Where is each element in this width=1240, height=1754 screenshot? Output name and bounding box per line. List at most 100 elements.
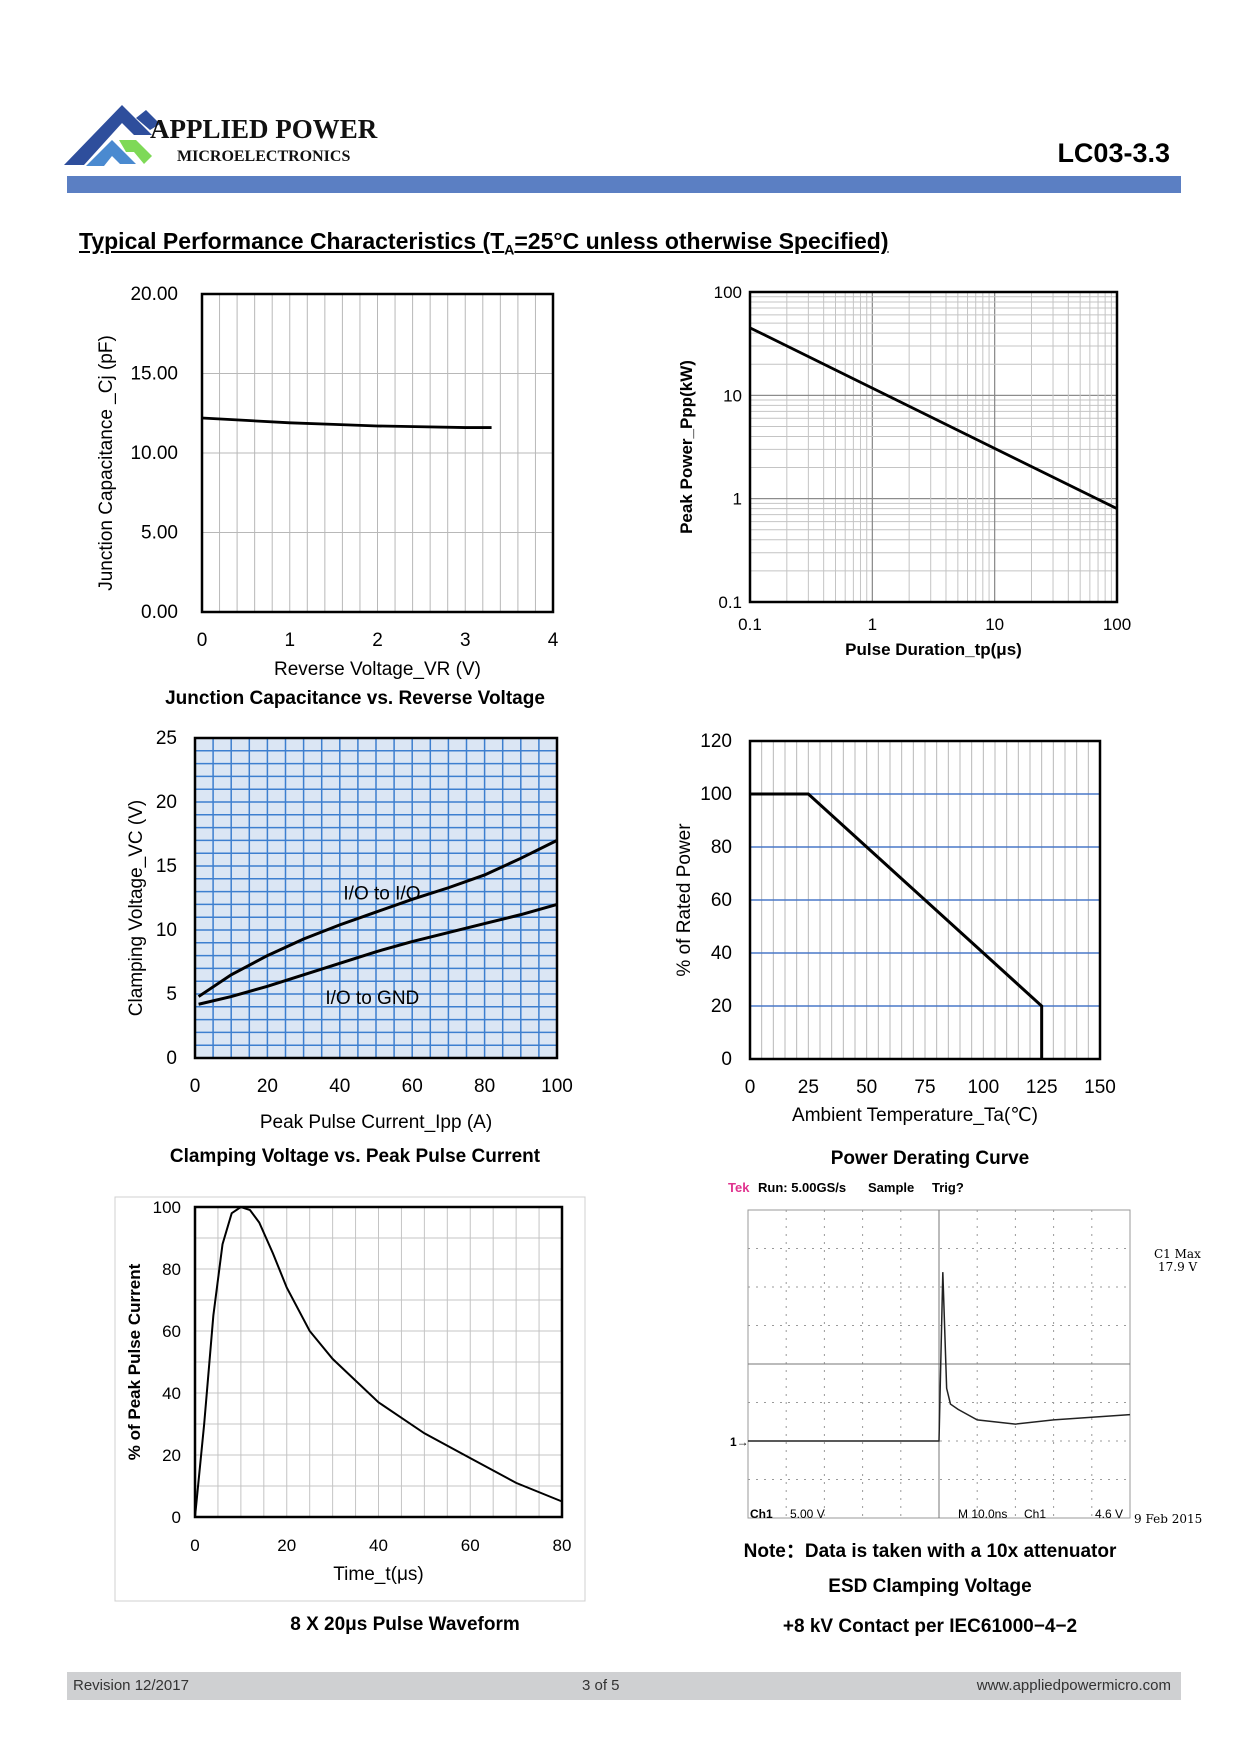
series-line-cj: [201, 416, 492, 429]
y-tick-label: 80: [711, 837, 732, 858]
x-axis-label: Time_t(μs): [333, 1564, 423, 1585]
x-tick-label: 3: [460, 630, 471, 651]
section-title-pre: Typical Performance Characteristics (T: [79, 228, 505, 254]
x-tick-label: 75: [914, 1077, 935, 1098]
plot-frame: [748, 290, 1119, 604]
x-tick-label: 100: [1103, 615, 1131, 634]
x-tick-label: 0.1: [738, 615, 762, 634]
y-tick-label: 0.00: [141, 602, 178, 623]
plot-frame: [748, 739, 1102, 1061]
logo-mark: [64, 105, 160, 166]
logo-text-line2: MICROELECTRONICS: [177, 148, 351, 165]
esd-note: Note：Data is taken with a 10x attenuator: [743, 1541, 1117, 1562]
y-tick-label: 20.00: [130, 284, 178, 305]
y-tick-label: 0: [721, 1049, 732, 1070]
x-axis-label: Peak Pulse Current_Ipp (A): [260, 1112, 492, 1133]
x-tick-label: 40: [329, 1076, 350, 1097]
caption-power-derating: Power Derating Curve: [830, 1148, 1030, 1169]
x-tick-label: 125: [1026, 1077, 1058, 1098]
section-title-sub: A: [504, 241, 515, 258]
y-tick-label: 100: [714, 283, 742, 302]
y-tick-label: 60: [162, 1322, 181, 1341]
series-line-pulse: [194, 1205, 563, 1518]
plot-frame: [193, 1205, 564, 1519]
part-number-title: LC03-3.3: [1057, 138, 1170, 168]
y-tick-label: 5.00: [141, 523, 178, 544]
chart-clamping-voltage: 0 20 40 60 80 100 0 5 10 15 20 25 Peak Pulse Current…: [126, 728, 573, 1133]
x-tick-label: 150: [1084, 1077, 1116, 1098]
x-tick-label: 0: [745, 1077, 756, 1098]
scope-max-label: C1 Max: [1154, 1247, 1201, 1261]
chart-border: [114, 1196, 586, 1602]
logo-text-line1: APPLIED POWER: [150, 114, 378, 144]
x-tick-label: 100: [541, 1076, 573, 1097]
scope-trace-ch1: [748, 1272, 1131, 1442]
scope-trigger-level: 4.6 V: [1095, 1507, 1123, 1521]
y-tick-label: 10: [723, 386, 742, 405]
x-tick-label: 0: [197, 630, 208, 651]
footer-revision: Revision 12/2017: [73, 1677, 189, 1694]
series-line-io-to-gnd: [198, 902, 558, 1006]
x-tick-label: 50: [856, 1077, 877, 1098]
y-tick-label: 100: [153, 1198, 181, 1217]
y-tick-label: 60: [711, 890, 732, 911]
x-tick-label: 1: [284, 630, 295, 651]
x-tick-label: 2: [372, 630, 383, 651]
caption-pulse-waveform: 8 X 20μs Pulse Waveform: [290, 1614, 520, 1635]
y-tick-label: 80: [162, 1260, 181, 1279]
section-title-post: =25°C unless otherwise Specified): [514, 228, 889, 254]
chart-power-derating: 0 25 50 75 100 125 150 0 20 40 60 80 100 120 Ambient T…: [674, 731, 1116, 1126]
y-tick-label: 5: [166, 984, 177, 1005]
chart-peak-power: 0.1 1 10 100 0.1 1 10 100 Pulse Duration_tp(μs) P…: [677, 283, 1131, 659]
footer-bar: Revision 12/2017 3 of 5 www.appliedpower…: [67, 1672, 1181, 1700]
x-tick-label: 25: [798, 1077, 819, 1098]
x-tick-label: 60: [461, 1536, 480, 1555]
x-tick-label: 60: [402, 1076, 423, 1097]
x-tick-label: 1: [868, 615, 877, 634]
plot-frame: [200, 292, 555, 614]
y-tick-label: 10.00: [130, 443, 178, 464]
company-logo: APPLIED POWER MICROELECTRONICS: [64, 100, 377, 178]
x-axis-label: Pulse Duration_tp(μs): [845, 640, 1022, 659]
y-tick-label: 15.00: [130, 364, 178, 385]
y-tick-label: 0: [172, 1508, 181, 1527]
x-tick-label: 20: [257, 1076, 278, 1097]
caption-clamping-voltage: Clamping Voltage vs. Peak Pulse Current: [169, 1146, 541, 1167]
chart-junction-capacitance: 0 1 2 3 4 0.00 5.00 10.00 15.00 20.00 Reverse Volt…: [96, 284, 559, 680]
y-tick-label: 0.1: [718, 593, 742, 612]
y-axis-label: Clamping Voltage_VC (V): [126, 800, 147, 1017]
plot-frame: [193, 736, 559, 1060]
y-axis-label: % of Rated Power: [674, 823, 695, 977]
y-tick-label: 10: [156, 920, 177, 941]
header-divider-bar: [67, 176, 1181, 193]
annotation-io-to-io: I/O to I/O: [343, 883, 420, 904]
section-title: Typical Performance Characteristics (TA=…: [79, 228, 889, 258]
series-line-derating: [750, 792, 1044, 1059]
chart-pulse-waveform: 0 20 40 60 80 0 20 40 60 80 100 Time_t(μs) % of Peak…: [114, 1196, 586, 1602]
scope-time-per-div: M 10.0ns: [958, 1507, 1007, 1521]
footer-website[interactable]: www.appliedpowermicro.com: [976, 1677, 1171, 1694]
x-tick-label: 80: [553, 1536, 572, 1555]
y-tick-label: 40: [162, 1384, 181, 1403]
series-line-io-to-io: [197, 839, 558, 998]
caption-esd-standard: +8 kV Contact per IEC61000−4−2: [782, 1616, 1078, 1637]
scope-date: 9 Feb 2015: [1134, 1512, 1202, 1526]
scope-brand: Tek: [728, 1180, 750, 1195]
x-tick-label: 40: [369, 1536, 388, 1555]
y-axis-label: Junction Capacitance _Cj (pF): [96, 335, 117, 591]
x-tick-label: 20: [277, 1536, 296, 1555]
scope-run-rate: Run: 5.00GS/s: [758, 1180, 846, 1195]
scope-max-value: 17.9 V: [1158, 1260, 1198, 1274]
caption-esd-clamping: ESD Clamping Voltage: [828, 1576, 1032, 1597]
x-tick-label: 4: [548, 630, 559, 651]
x-axis-label: Reverse Voltage_VR (V): [274, 659, 481, 680]
annotation-io-to-gnd: I/O to GND: [325, 988, 419, 1009]
y-tick-label: 40: [711, 943, 732, 964]
x-tick-label: 100: [967, 1077, 999, 1098]
x-tick-label: 10: [985, 615, 1004, 634]
series-line-ppp: [749, 326, 1118, 510]
y-tick-label: 100: [700, 784, 732, 805]
scope-trigger-status: Trig?: [932, 1180, 964, 1195]
